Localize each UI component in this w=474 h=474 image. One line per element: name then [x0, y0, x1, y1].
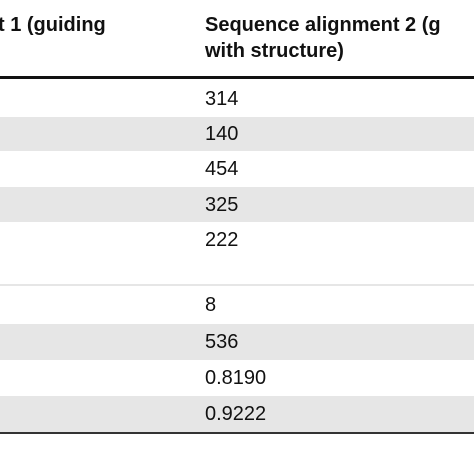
table-cell-value: 0.9222 [205, 402, 266, 426]
table-cell-value: 0.8190 [205, 366, 266, 390]
table-cell-value: 8 [205, 293, 216, 317]
table-cell-value: 314 [205, 87, 238, 111]
table-cell-value: 454 [205, 157, 238, 181]
table-cell-value: 325 [205, 193, 238, 217]
table-row: 454 [0, 151, 474, 187]
table-cell-value: 222 [205, 228, 238, 252]
table-row: 8 [0, 286, 474, 324]
header-rule [0, 76, 474, 79]
table-row: 222 [0, 222, 474, 284]
column-header-right: Sequence alignment 2 (g with structure) [205, 12, 441, 64]
table-row: 140 [0, 117, 474, 151]
table-row: 0.9222 [0, 396, 474, 432]
table-cell-value: 140 [205, 122, 238, 146]
column-header-right-line2: with structure) [205, 38, 441, 64]
bottom-rule [0, 432, 474, 434]
table-row: 314 [0, 80, 474, 117]
table-row: 325 [0, 187, 474, 222]
table-row: 536 [0, 324, 474, 360]
table-row: 0.8190 [0, 360, 474, 396]
column-header-right-line1: Sequence alignment 2 (g [205, 12, 441, 38]
column-header-left: t 1 (guiding [0, 12, 106, 38]
table-cell-value: 536 [205, 330, 238, 354]
